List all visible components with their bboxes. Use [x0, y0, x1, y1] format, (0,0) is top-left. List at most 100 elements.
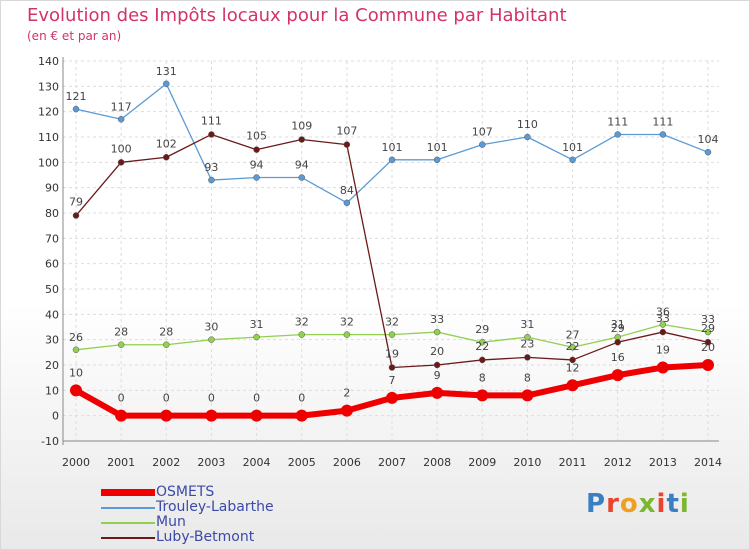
y-tick-label: 100: [38, 156, 59, 169]
data-label-mun: 30: [204, 321, 218, 334]
data-label-trouley-labarthe: 101: [427, 141, 448, 154]
data-point-mun: [479, 338, 486, 346]
data-label-osmets: 2: [343, 387, 350, 400]
data-label-luby-betmont: 22: [475, 340, 489, 353]
data-label-trouley-labarthe: 111: [607, 115, 628, 128]
data-label-mun: 36: [656, 305, 670, 318]
data-label-mun: 31: [520, 318, 534, 331]
y-tick-label: 60: [45, 258, 59, 271]
logo-letter: x: [638, 489, 657, 519]
data-label-luby-betmont: 105: [246, 130, 267, 143]
data-point-luby-betmont: [72, 212, 80, 219]
data-label-osmets: 0: [163, 392, 170, 405]
data-label-trouley-labarthe: 104: [698, 133, 719, 146]
data-label-osmets: 8: [524, 371, 531, 384]
data-label-trouley-labarthe: 117: [111, 100, 132, 113]
data-point-luby-betmont: [388, 364, 396, 371]
x-tick-label: 2000: [62, 456, 90, 469]
y-tick-label: 110: [38, 131, 59, 144]
data-label-osmets: 10: [69, 366, 83, 379]
data-point-mun: [208, 336, 215, 343]
x-tick-label: 2003: [197, 456, 225, 469]
data-point-trouley-labarthe: [72, 105, 80, 113]
data-point-mun: [524, 333, 531, 341]
logo-letter: o: [619, 489, 639, 519]
data-point-mun: [388, 331, 396, 338]
data-label-luby-betmont: 109: [291, 120, 312, 133]
data-point-osmets: [521, 389, 534, 402]
data-label-mun: 31: [611, 318, 625, 331]
data-label-mun: 28: [114, 326, 128, 339]
data-point-mun: [704, 328, 712, 336]
data-label-trouley-labarthe: 107: [472, 126, 493, 139]
data-label-trouley-labarthe: 110: [517, 118, 538, 131]
x-tick-label: 2012: [604, 456, 632, 469]
data-point-osmets: [566, 379, 579, 392]
data-point-trouley-labarthe: [524, 133, 531, 141]
y-tick-label: 30: [45, 334, 59, 347]
data-point-luby-betmont: [253, 146, 260, 153]
data-point-mun: [163, 341, 170, 348]
data-label-trouley-labarthe: 131: [156, 65, 177, 78]
data-point-luby-betmont: [343, 141, 351, 148]
x-tick-label: 2004: [243, 456, 271, 469]
data-label-osmets: 0: [208, 392, 215, 405]
data-label-mun: 33: [701, 313, 715, 326]
data-point-mun: [253, 333, 260, 341]
data-point-luby-betmont: [298, 136, 305, 143]
data-point-osmets: [431, 386, 444, 399]
y-tick-label: 90: [45, 182, 59, 195]
x-tick-label: 2001: [107, 456, 135, 469]
x-tick-label: 2002: [152, 456, 180, 469]
logo-letter: i: [679, 489, 690, 519]
y-tick-label: 140: [38, 55, 59, 68]
x-tick-label: 2005: [288, 456, 316, 469]
data-label-luby-betmont: 23: [520, 337, 534, 350]
legend-swatch-trouley-labarthe: [101, 507, 155, 509]
grid-lines: [63, 60, 719, 442]
x-tick-label: 2014: [694, 456, 722, 469]
y-tick-label: -10: [41, 435, 59, 448]
data-point-luby-betmont: [433, 361, 441, 369]
x-tick-label: 2010: [513, 456, 541, 469]
data-point-luby-betmont: [208, 131, 215, 138]
data-label-osmets: 0: [253, 392, 260, 405]
data-label-trouley-labarthe: 101: [562, 141, 583, 154]
data-label-luby-betmont: 100: [111, 142, 132, 155]
data-label-osmets: 19: [656, 344, 670, 357]
data-label-mun: 29: [475, 323, 489, 336]
data-point-luby-betmont: [117, 159, 125, 166]
legend-label-mun: Mun: [156, 514, 186, 530]
data-point-luby-betmont: [659, 328, 667, 336]
axes: -100102030405060708090100110120130140200…: [38, 55, 722, 469]
logo-letter: r: [606, 489, 620, 519]
data-point-trouley-labarthe: [253, 174, 260, 181]
data-label-mun: 32: [295, 316, 309, 329]
data-point-mun: [659, 321, 667, 328]
data-label-mun: 28: [159, 326, 173, 339]
data-point-trouley-labarthe: [659, 131, 667, 138]
data-label-mun: 32: [385, 316, 399, 329]
data-label-luby-betmont: 22: [566, 340, 580, 353]
x-tick-label: 2007: [378, 456, 406, 469]
data-point-trouley-labarthe: [569, 156, 576, 164]
legend-swatch-osmets: [101, 489, 155, 496]
data-label-trouley-labarthe: 84: [340, 184, 354, 197]
logo-letter: i: [656, 489, 667, 519]
data-point-luby-betmont: [163, 154, 170, 161]
data-label-trouley-labarthe: 94: [295, 159, 309, 172]
data-point-osmets: [611, 369, 624, 382]
x-tick-label: 2009: [468, 456, 496, 469]
data-label-luby-betmont: 102: [156, 137, 177, 150]
data-point-mun: [117, 341, 125, 348]
data-point-mun: [72, 346, 80, 354]
data-label-osmets: 8: [479, 371, 486, 384]
data-label-trouley-labarthe: 94: [250, 159, 264, 172]
data-label-mun: 27: [566, 328, 580, 341]
y-tick-label: 40: [45, 308, 59, 321]
data-label-osmets: 0: [298, 392, 305, 405]
data-label-luby-betmont: 29: [701, 322, 715, 335]
data-label-trouley-labarthe: 93: [204, 161, 218, 174]
legend-label-osmets: OSMETS: [156, 484, 215, 500]
